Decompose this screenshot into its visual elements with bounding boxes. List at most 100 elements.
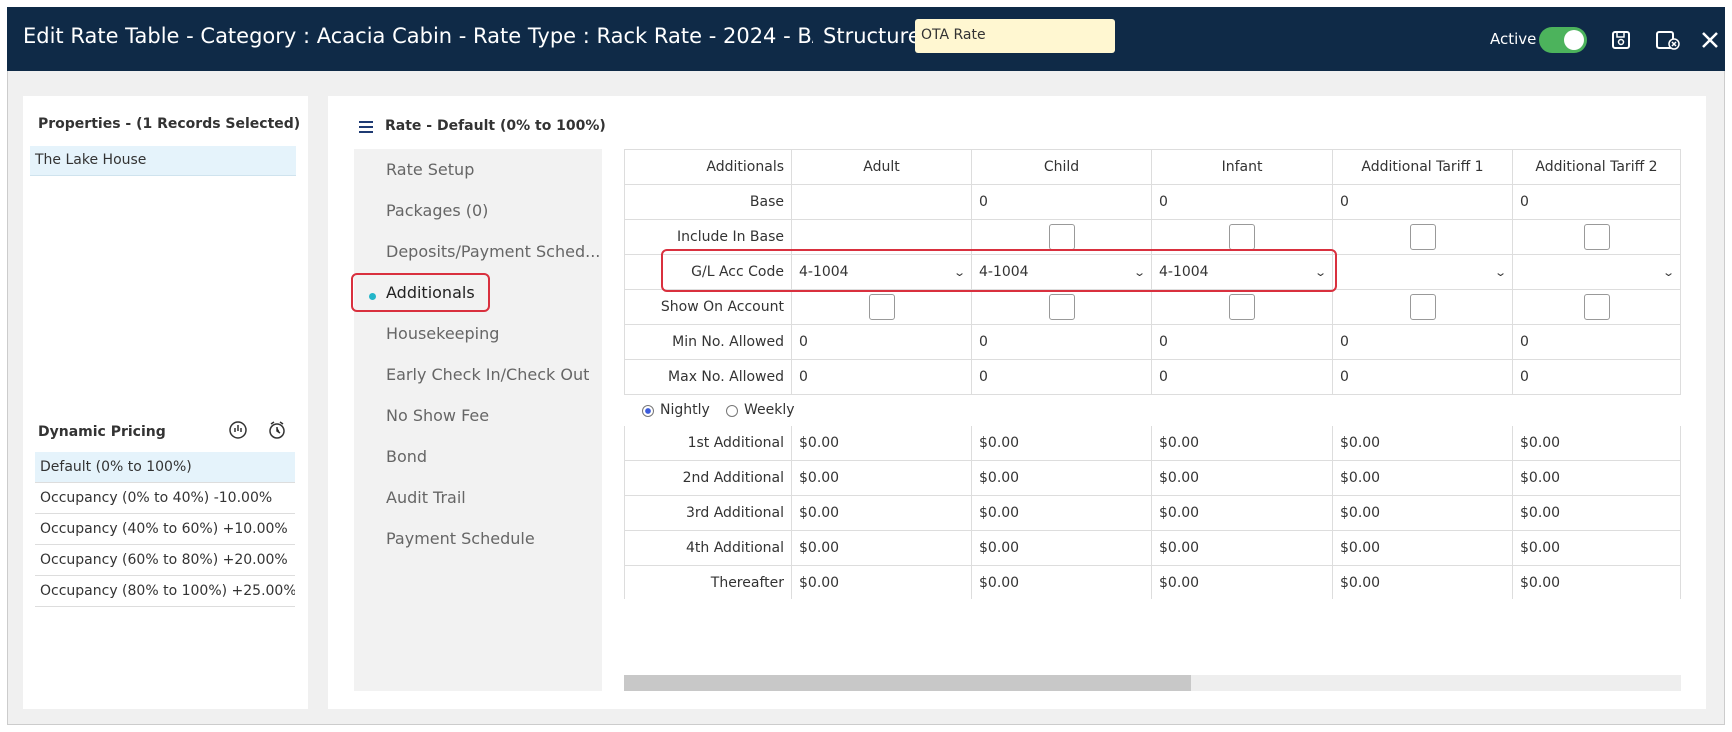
table-cell: 0 <box>972 360 1152 395</box>
table-cell: $0.00 <box>792 496 972 531</box>
radio[interactable] <box>642 405 654 417</box>
row-label: 2nd Additional <box>624 461 792 496</box>
checkbox[interactable] <box>1409 294 1436 320</box>
pricing-item[interactable]: Occupancy (60% to 80%) +20.00% <box>35 545 295 576</box>
nav-item[interactable]: Bond <box>386 447 428 466</box>
table-cell <box>792 290 972 325</box>
checkbox[interactable] <box>1583 224 1610 250</box>
table-cell: 0 <box>1513 325 1681 360</box>
row-label: Thereafter <box>624 566 792 599</box>
active-toggle[interactable] <box>1539 27 1587 53</box>
column-header: Additional Tariff 1 <box>1333 149 1513 185</box>
pricing-item[interactable]: Default (0% to 100%) <box>35 452 295 483</box>
save-icon[interactable] <box>1610 29 1632 51</box>
column-header: Adult <box>792 149 972 185</box>
table-cell <box>972 290 1152 325</box>
table-cell: $0.00 <box>1513 461 1681 496</box>
row-label: G/L Acc Code <box>624 255 792 290</box>
active-label: Active <box>1490 30 1537 48</box>
table-cell: $0.00 <box>1152 496 1333 531</box>
menu-icon[interactable] <box>359 121 373 133</box>
nav-item[interactable]: Housekeeping <box>386 324 500 343</box>
select[interactable]: 4-1004 ⌄ <box>792 255 972 290</box>
highlight-nav <box>351 273 490 312</box>
table-cell: $0.00 <box>972 531 1152 566</box>
nav-item[interactable]: Early Check In/Check Out <box>386 365 590 384</box>
table-cell: $0.00 <box>1333 496 1513 531</box>
chevron: ⌄ <box>1493 265 1507 279</box>
select[interactable]: 4-1004 ⌄ <box>972 255 1152 290</box>
checkbox[interactable] <box>1229 294 1255 320</box>
select[interactable]: ⌄ <box>1333 255 1513 290</box>
nav-item[interactable]: Additionals <box>386 283 475 302</box>
table-cell: $0.00 <box>1152 531 1333 566</box>
table-cell: 0 <box>1152 185 1333 220</box>
left-panel: Properties - (1 Records Selected) Dynami… <box>23 96 308 709</box>
table-cell: $0.00 <box>1333 426 1513 461</box>
nav-item[interactable]: Payment Schedule <box>386 529 535 548</box>
table-cell: $0.00 <box>972 496 1152 531</box>
nav-item[interactable]: No Show Fee <box>386 406 490 425</box>
select[interactable]: 4-1004 ⌄ <box>1152 255 1333 290</box>
table-cell: $0.00 <box>1513 531 1681 566</box>
table-cell <box>972 220 1152 255</box>
highlight-gl-row <box>661 249 1337 292</box>
chevron: ⌄ <box>1661 265 1675 279</box>
column-header: Child <box>972 149 1152 185</box>
table-cell: $0.00 <box>1513 566 1681 599</box>
checkbox[interactable] <box>1229 224 1255 250</box>
scrollbar[interactable] <box>624 675 1681 691</box>
table-cell: 0 <box>1513 185 1681 220</box>
table-cell: $0.00 <box>972 566 1152 599</box>
nav-item[interactable]: Rate Setup <box>386 160 475 179</box>
pricing-item[interactable]: Occupancy (80% to 100%) +25.00% <box>35 576 295 607</box>
active-dot <box>369 293 376 300</box>
checkbox[interactable] <box>1583 294 1610 320</box>
select-value: 4-1004 <box>979 264 1029 280</box>
pricing-icons[interactable] <box>227 419 287 441</box>
rate-table: Additionals Adult Child Infant Additional Ta… <box>624 149 1681 599</box>
table-cell <box>1333 290 1513 325</box>
pricing-item[interactable]: Occupancy (40% to 60%) +10.00% <box>35 514 295 545</box>
pricing-item[interactable]: Occupancy (0% to 40%) -10.00% <box>35 483 295 514</box>
column-header: Infant <box>1152 149 1333 185</box>
header: Edit Rate Table - Category : Acacia Cabi… <box>7 7 1725 71</box>
close-icon[interactable] <box>1701 31 1719 49</box>
chevron: ⌄ <box>1132 265 1146 279</box>
table-cell: $0.00 <box>792 461 972 496</box>
property-item[interactable]: The Lake House <box>30 146 296 176</box>
structure-input[interactable]: OTA Rate <box>915 19 1115 53</box>
radio-label: Nightly <box>660 402 710 418</box>
row-label: 3rd Additional <box>624 496 792 531</box>
checkbox[interactable] <box>1409 224 1436 250</box>
table-cell: $0.00 <box>1152 461 1333 496</box>
checkbox[interactable] <box>1048 294 1075 320</box>
table-cell: 0 <box>1333 360 1513 395</box>
nav-panel: Rate Setup Packages (0) Deposits/Payment S… <box>354 149 602 691</box>
row-label: Min No. Allowed <box>624 325 792 360</box>
nav-item[interactable]: Deposits/Payment Sched... <box>386 242 601 261</box>
table-cell: $0.00 <box>1152 426 1333 461</box>
nav-item[interactable]: Audit Trail <box>386 488 466 507</box>
row-label: Base <box>624 185 792 220</box>
radio[interactable] <box>726 405 738 417</box>
nav-item[interactable]: Packages (0) <box>386 201 489 220</box>
table-cell: 0 <box>972 185 1152 220</box>
properties-title: Properties - (1 Records Selected) <box>38 116 301 132</box>
save-close-icon[interactable] <box>1655 29 1681 51</box>
table-cell: 0 <box>1333 185 1513 220</box>
table-cell <box>792 185 972 220</box>
select-value: 4-1004 <box>1159 264 1209 280</box>
table-cell: $0.00 <box>1333 566 1513 599</box>
checkbox[interactable] <box>1048 224 1075 250</box>
table-cell: $0.00 <box>1152 566 1333 599</box>
row-label: Show On Account <box>624 290 792 325</box>
select[interactable]: ⌄ <box>1513 255 1681 290</box>
table-cell: $0.00 <box>792 566 972 599</box>
checkbox[interactable] <box>868 294 895 320</box>
rate-title: Rate - Default (0% to 100%) <box>385 118 606 134</box>
table-cell: 0 <box>1513 360 1681 395</box>
table-cell: 0 <box>1152 325 1333 360</box>
row-label: 1st Additional <box>624 426 792 461</box>
